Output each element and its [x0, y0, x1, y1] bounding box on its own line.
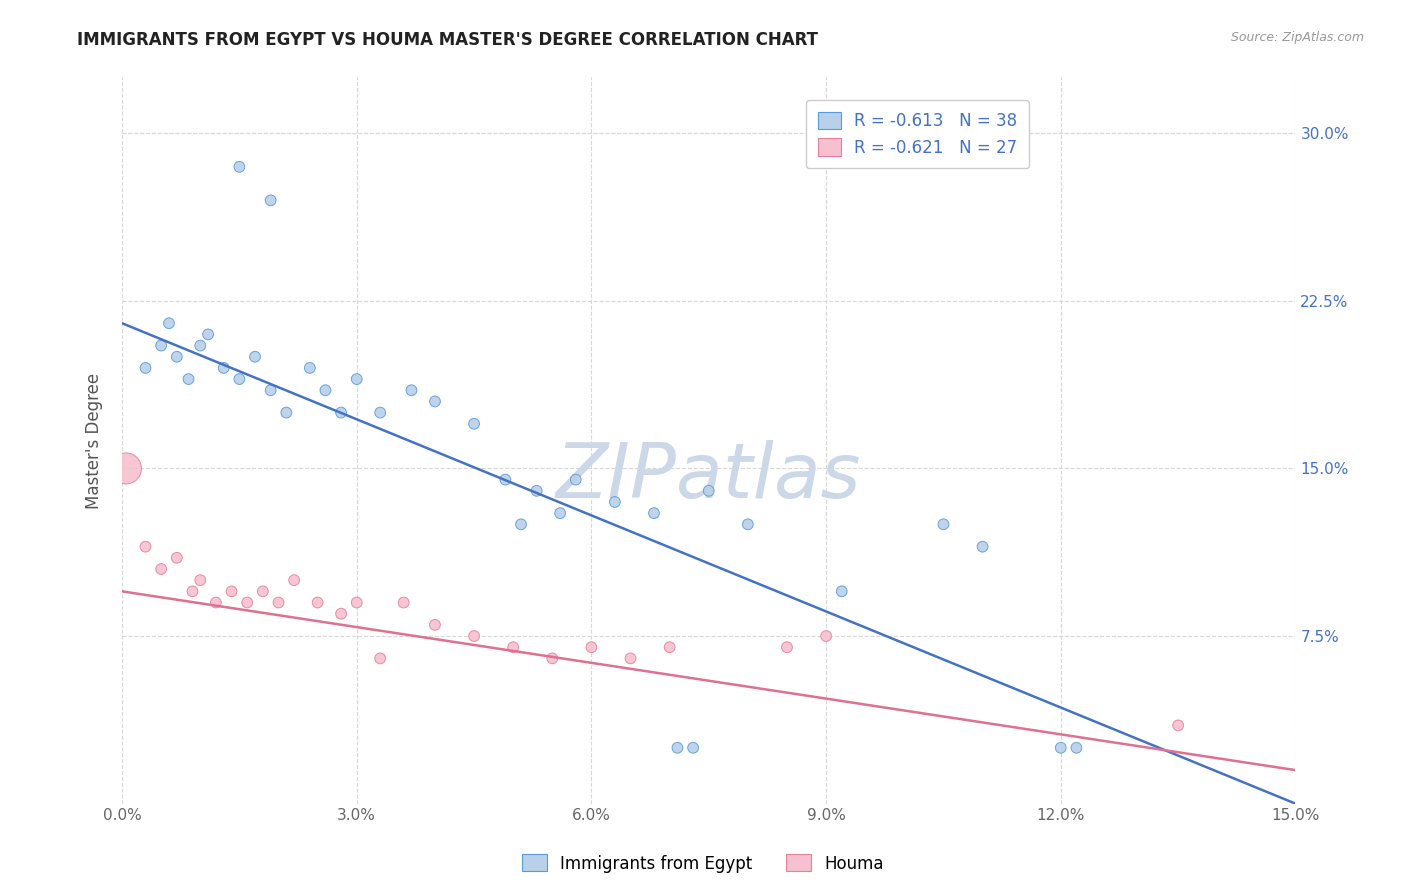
Legend: Immigrants from Egypt, Houma: Immigrants from Egypt, Houma: [516, 847, 890, 880]
Point: [283, 573, 305, 587]
Point: [548, 506, 571, 520]
Point: [643, 506, 665, 520]
Point: [252, 584, 274, 599]
Point: [346, 372, 368, 386]
Point: [565, 473, 588, 487]
Point: [658, 640, 681, 655]
Point: [494, 473, 516, 487]
Point: [134, 360, 156, 375]
Text: Source: ZipAtlas.com: Source: ZipAtlas.com: [1230, 31, 1364, 45]
Point: [392, 595, 415, 609]
Point: [831, 584, 853, 599]
Point: [188, 573, 211, 587]
Point: [510, 517, 533, 532]
Y-axis label: Master's Degree: Master's Degree: [86, 373, 103, 508]
Point: [150, 562, 173, 576]
Legend: R = -0.613   N = 38, R = -0.621   N = 27: R = -0.613 N = 38, R = -0.621 N = 27: [806, 100, 1029, 169]
Point: [197, 327, 219, 342]
Point: [188, 338, 211, 352]
Point: [932, 517, 955, 532]
Text: ZIPatlas: ZIPatlas: [555, 440, 862, 514]
Point: [134, 540, 156, 554]
Point: [307, 595, 329, 609]
Point: [666, 740, 689, 755]
Point: [581, 640, 603, 655]
Point: [150, 338, 173, 352]
Point: [346, 595, 368, 609]
Text: IMMIGRANTS FROM EGYPT VS HOUMA MASTER'S DEGREE CORRELATION CHART: IMMIGRANTS FROM EGYPT VS HOUMA MASTER'S …: [77, 31, 818, 49]
Point: [368, 651, 391, 665]
Point: [972, 540, 994, 554]
Point: [181, 584, 204, 599]
Point: [166, 550, 188, 565]
Point: [314, 384, 336, 398]
Point: [776, 640, 799, 655]
Point: [243, 350, 266, 364]
Point: [423, 394, 446, 409]
Point: [526, 483, 548, 498]
Point: [682, 740, 704, 755]
Point: [463, 629, 485, 643]
Point: [815, 629, 838, 643]
Point: [330, 607, 353, 621]
Point: [463, 417, 485, 431]
Point: [276, 406, 298, 420]
Point: [212, 360, 235, 375]
Point: [157, 316, 180, 330]
Point: [260, 384, 283, 398]
Point: [205, 595, 228, 609]
Point: [236, 595, 259, 609]
Point: [260, 194, 283, 208]
Point: [541, 651, 564, 665]
Point: [401, 384, 423, 398]
Point: [1049, 740, 1071, 755]
Point: [267, 595, 290, 609]
Point: [298, 360, 321, 375]
Point: [619, 651, 641, 665]
Point: [1167, 718, 1189, 732]
Point: [228, 372, 250, 386]
Point: [330, 406, 353, 420]
Point: [423, 618, 446, 632]
Point: [115, 461, 138, 475]
Point: [368, 406, 391, 420]
Point: [737, 517, 759, 532]
Point: [502, 640, 524, 655]
Point: [166, 350, 188, 364]
Point: [603, 495, 626, 509]
Point: [228, 160, 250, 174]
Point: [221, 584, 243, 599]
Point: [697, 483, 720, 498]
Point: [1066, 740, 1088, 755]
Point: [177, 372, 200, 386]
